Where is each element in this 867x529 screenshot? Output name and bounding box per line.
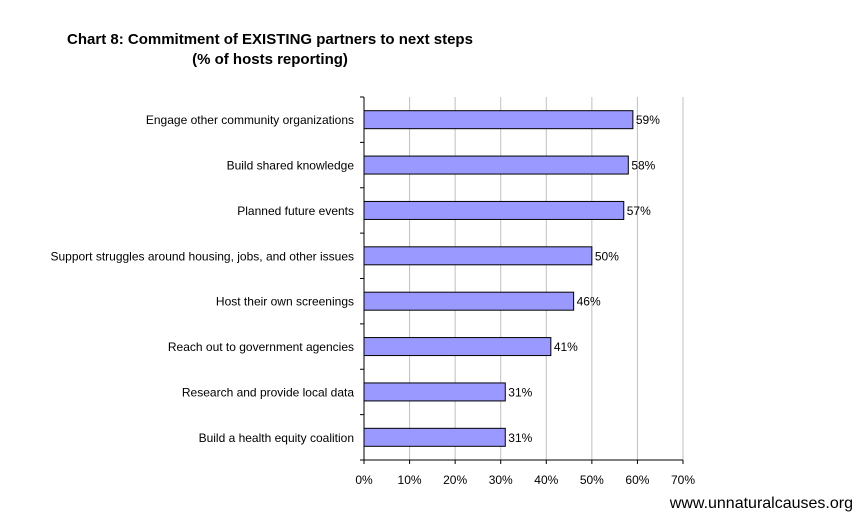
x-tick-label: 40% bbox=[534, 473, 558, 487]
category-label: Research and provide local data bbox=[182, 385, 354, 399]
bar bbox=[363, 382, 506, 402]
bar bbox=[363, 427, 506, 447]
data-label: 50% bbox=[595, 249, 619, 263]
axes bbox=[360, 96, 684, 464]
bar bbox=[363, 246, 593, 266]
data-label: 59% bbox=[636, 113, 660, 127]
bars bbox=[363, 110, 634, 447]
data-label: 31% bbox=[508, 385, 532, 399]
bar bbox=[363, 110, 634, 130]
x-tick-label: 0% bbox=[355, 473, 373, 487]
footer-url: www.unnaturalcauses.org bbox=[669, 495, 853, 512]
x-tick-label: 60% bbox=[625, 473, 649, 487]
x-tick-label: 10% bbox=[398, 473, 422, 487]
category-label: Host their own screenings bbox=[216, 295, 354, 309]
x-tick-label: 70% bbox=[671, 473, 695, 487]
category-label: Reach out to government agencies bbox=[168, 340, 354, 354]
category-label: Planned future events bbox=[237, 204, 354, 218]
category-label: Engage other community organizations bbox=[146, 113, 354, 127]
data-label: 57% bbox=[627, 204, 651, 218]
bar bbox=[363, 291, 575, 311]
bar bbox=[363, 155, 629, 175]
data-label: 41% bbox=[554, 340, 578, 354]
category-label: Support struggles around housing, jobs, … bbox=[50, 249, 354, 263]
category-label: Build shared knowledge bbox=[227, 159, 355, 173]
chart-title: Chart 8: Commitment of EXISTING partners… bbox=[0, 30, 540, 70]
data-label: 46% bbox=[577, 295, 601, 309]
x-tick-label: 50% bbox=[580, 473, 604, 487]
chart-subtitle: (% of hosts reporting) bbox=[192, 51, 348, 68]
bar bbox=[363, 200, 625, 220]
data-label: 58% bbox=[631, 159, 655, 173]
bar bbox=[363, 337, 552, 357]
x-tick-label: 30% bbox=[489, 473, 513, 487]
gridlines bbox=[409, 97, 684, 460]
labels: 0% 10% 20% 30% 40% 50% 60% 70% Engage other comm… bbox=[50, 113, 695, 487]
x-tick-label: 20% bbox=[443, 473, 467, 487]
category-label: Build a health equity coalition bbox=[199, 431, 354, 445]
chart-title-line: Chart 8: Commitment of EXISTING partners… bbox=[67, 31, 473, 48]
data-label: 31% bbox=[508, 431, 532, 445]
